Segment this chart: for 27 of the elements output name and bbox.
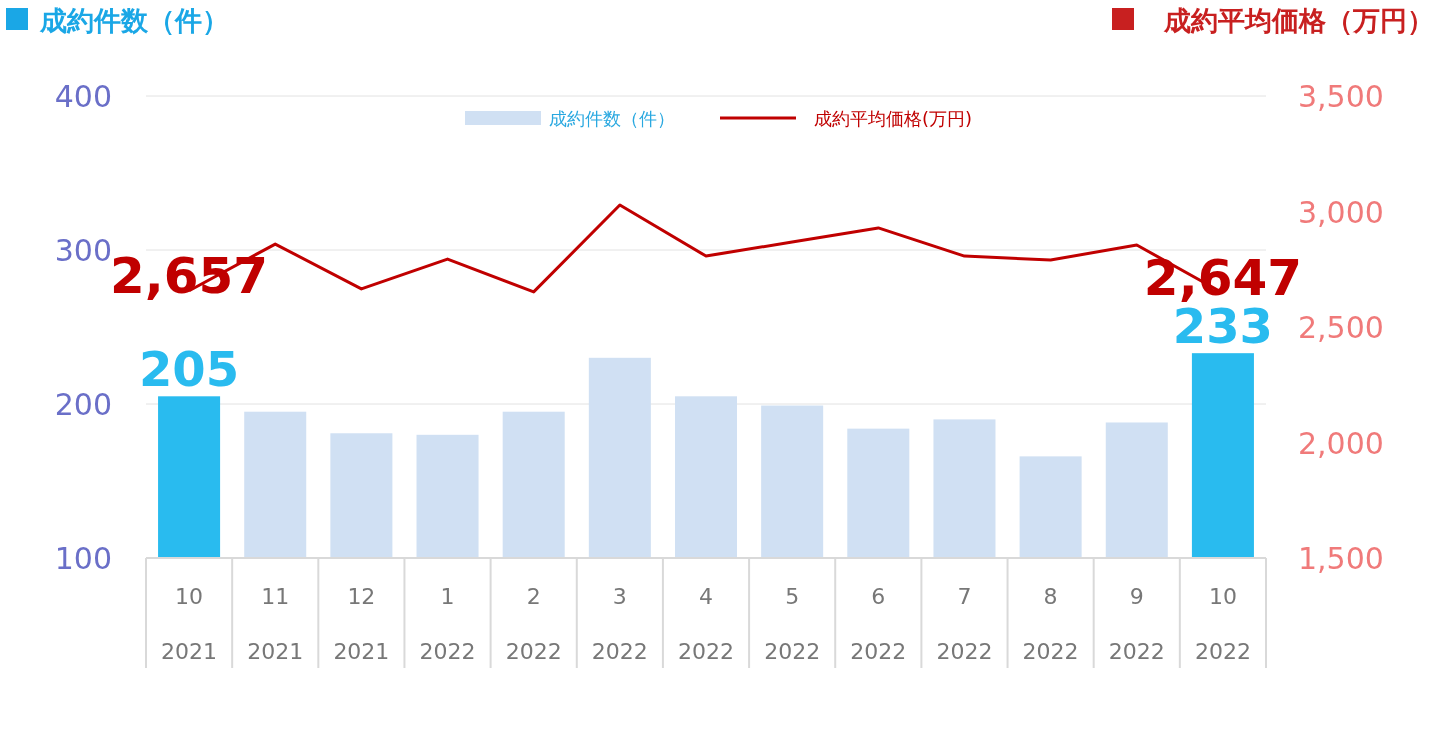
y-tick-label: 300: [54, 233, 112, 268]
category-label: 10 2021: [161, 584, 218, 664]
category-label: 4 2022: [678, 584, 734, 664]
category-label: 9 2022: [1108, 584, 1165, 664]
y-tick-label: 100: [54, 541, 112, 576]
y2-tick-label: 1,500: [1298, 541, 1384, 576]
category-label: 2 2022: [505, 584, 562, 664]
y2-tick-label: 2,500: [1298, 310, 1384, 345]
y-tick-label: 200: [54, 387, 112, 422]
legend-label: 成約件数（件）: [549, 108, 675, 129]
category-label: 11 2021: [247, 584, 304, 664]
category-label: 1 2022: [419, 584, 476, 664]
category-label: 7 2022: [936, 584, 993, 664]
legend-label: 成約平均価格(万円): [814, 108, 973, 129]
category-label: 3 2022: [591, 584, 648, 664]
category-label: 8 2022: [1022, 584, 1079, 664]
category-label: 10 2022: [1194, 584, 1251, 664]
y2-axis-title: 成約平均価格（万円）: [1163, 5, 1434, 36]
category-label: 5 2022: [764, 584, 821, 664]
y-tick-label: 400: [54, 79, 112, 114]
y2-tick-label: 3,000: [1298, 194, 1384, 230]
y2-tick-label: 3,500: [1298, 79, 1384, 114]
data-label: 205: [138, 341, 240, 398]
category-label: 12 2021: [333, 584, 390, 664]
y-axis-title: 成約件数（件）: [39, 5, 229, 36]
y2-tick-label: 2,000: [1298, 425, 1384, 461]
category-label: 6 2022: [850, 584, 907, 664]
